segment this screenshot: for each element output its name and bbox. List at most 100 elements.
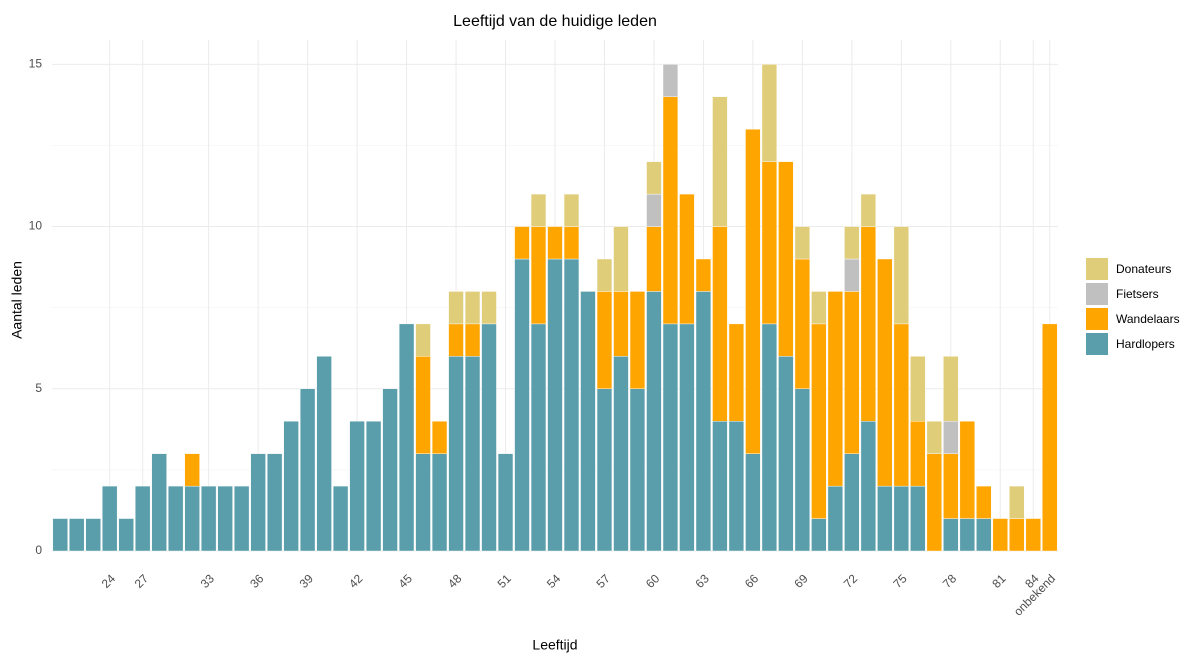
bar-segment: [992, 518, 1008, 552]
bar-segment: [69, 518, 85, 552]
bar-segment: [431, 421, 448, 454]
bar-segment: [877, 258, 893, 487]
bar-segment: [844, 226, 860, 260]
bar-segment: [118, 518, 134, 552]
bar-segment: [695, 258, 712, 292]
bar-segment: [184, 453, 200, 487]
y-tick-label: 15: [29, 57, 43, 71]
bar-segment: [398, 323, 415, 552]
bar-segment: [662, 323, 679, 552]
x-tick-label: 24: [99, 571, 119, 591]
x-tick-label: 72: [841, 571, 861, 591]
bar-segment: [547, 258, 563, 552]
bar-segment: [794, 388, 810, 552]
bar-segment: [300, 388, 316, 552]
bar-segment: [530, 323, 547, 552]
bar-segment: [497, 453, 514, 552]
x-tick-label: 48: [445, 571, 465, 591]
bar-segment: [811, 291, 827, 325]
x-tick-label: 63: [692, 571, 712, 591]
bar-segment: [184, 485, 200, 552]
bar-segment: [844, 258, 860, 292]
bar-segment: [976, 485, 992, 519]
bar-segment: [201, 485, 217, 552]
bar-segment: [827, 291, 843, 487]
legend-swatch: [1086, 258, 1108, 280]
bar-segment: [976, 518, 992, 552]
bar-segment: [662, 64, 679, 97]
x-tick-label: 39: [297, 571, 317, 591]
bar-segment: [728, 421, 745, 552]
x-tick-label: 33: [198, 571, 218, 591]
bar-segment: [943, 356, 959, 422]
bar-segment: [943, 421, 959, 454]
bar-segment: [168, 485, 184, 552]
y-tick-label: 10: [29, 219, 43, 233]
bar-segment: [217, 485, 233, 552]
bar-segment: [234, 485, 250, 552]
bar-segment: [844, 291, 860, 454]
bar-segment: [712, 421, 728, 552]
bar-segment: [1042, 323, 1058, 552]
y-tick-label: 5: [35, 381, 42, 395]
x-tick-label: 45: [396, 571, 416, 591]
bar-segment: [827, 485, 843, 552]
bar-segment: [646, 226, 662, 292]
bar-segment: [102, 485, 118, 552]
x-tick-label: 54: [544, 571, 564, 591]
bar-segment: [778, 356, 794, 552]
bar-segment: [563, 226, 580, 260]
bar-segment: [596, 291, 613, 389]
x-tick-label: 81: [989, 571, 1009, 591]
bar-segment: [530, 226, 547, 325]
chart-title: Leeftijd van de huidige leden: [453, 13, 657, 30]
bar-segment: [250, 453, 266, 552]
bar-segment: [926, 453, 942, 552]
bar-segment: [712, 96, 728, 227]
bar-segment: [547, 226, 563, 260]
bar-segment: [728, 323, 745, 422]
bar-segment: [530, 193, 547, 227]
bar-segment: [662, 96, 679, 325]
bar-segment: [596, 388, 613, 552]
bar-segment: [332, 485, 349, 552]
bar-segment: [629, 388, 646, 552]
bar-segment: [464, 291, 481, 325]
y-axis-title: Aantal leden: [9, 261, 25, 339]
bar-segment: [860, 226, 876, 422]
bar-segment: [679, 193, 695, 325]
bar-segment: [415, 453, 431, 552]
bar-segment: [860, 193, 876, 227]
x-tick-label: 27: [132, 571, 152, 591]
legend-label: Fietsers: [1116, 287, 1159, 301]
bar-segment: [1009, 518, 1025, 552]
bar-segment: [910, 356, 926, 422]
bar-segment: [151, 453, 167, 552]
bar-segment: [448, 291, 464, 325]
bar-segment: [893, 323, 909, 487]
bar-segment: [844, 453, 860, 552]
bar-segment: [481, 291, 497, 325]
bar-segment: [415, 323, 431, 357]
bar-segment: [679, 323, 695, 552]
legend-swatch: [1086, 333, 1108, 355]
bar-segment: [415, 356, 431, 454]
legend-label: Hardlopers: [1116, 337, 1175, 351]
x-tick-label: 69: [791, 571, 811, 591]
x-tick-label: 57: [593, 571, 613, 591]
bar-segment: [613, 291, 629, 357]
x-tick-label: 75: [890, 571, 910, 591]
bar-segment: [712, 226, 728, 422]
x-tick-label: 78: [940, 571, 960, 591]
bar-segment: [448, 323, 464, 357]
bar-segment: [761, 64, 778, 162]
bar-segment: [464, 356, 481, 552]
bar-segment: [464, 323, 481, 357]
bar-segment: [811, 518, 827, 552]
bar-segment: [943, 453, 959, 519]
x-tick-label: 66: [742, 571, 762, 591]
bar-segment: [514, 258, 530, 552]
bar-segment: [481, 323, 497, 552]
bar-segment: [613, 226, 629, 292]
bar-segment: [563, 258, 580, 552]
